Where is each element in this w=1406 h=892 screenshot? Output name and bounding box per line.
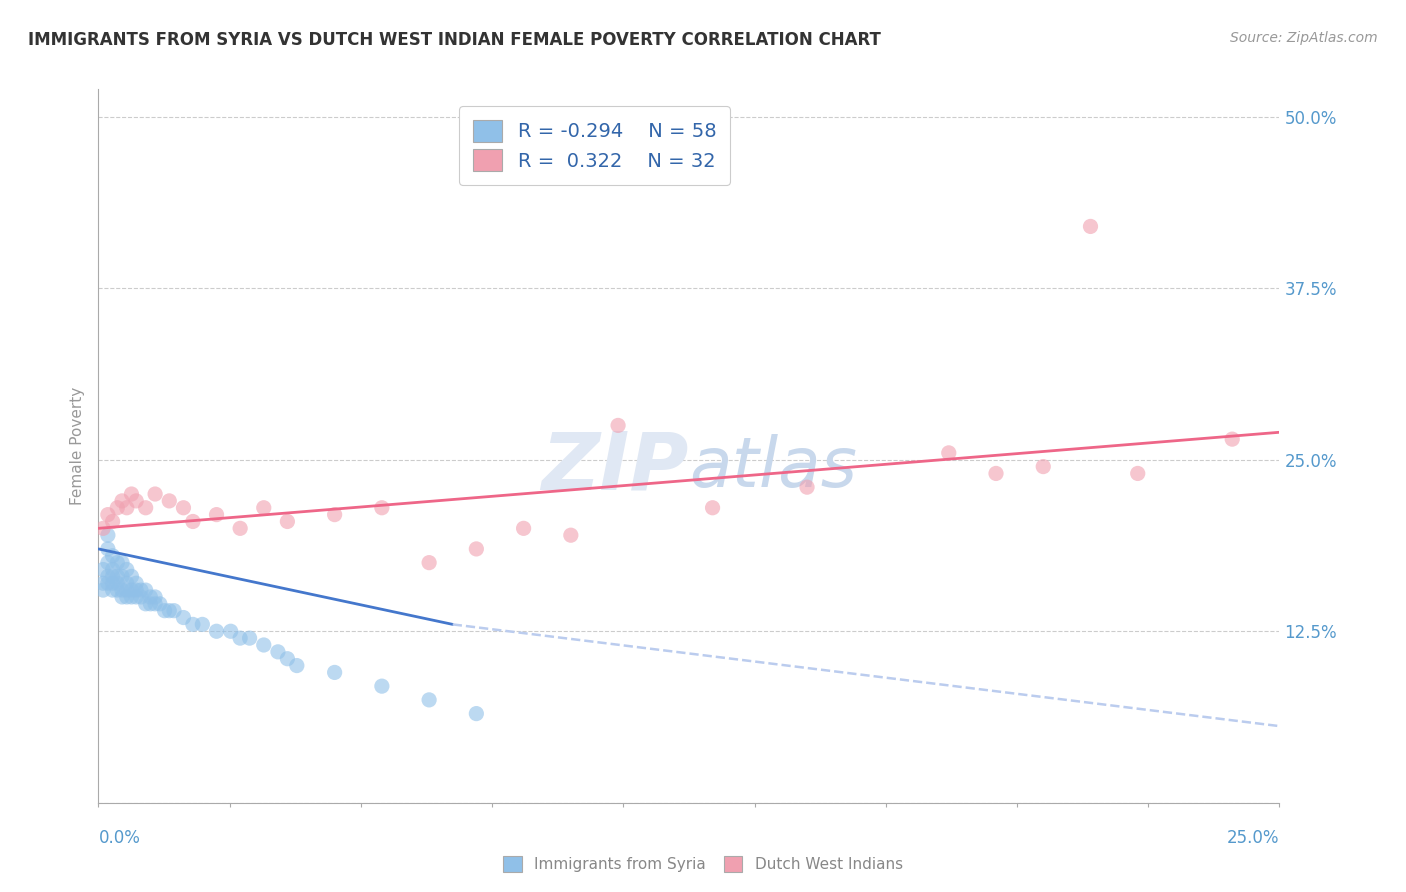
Point (253, 638, 276, 652)
Point (121, 590, 143, 604)
Point (984, 467, 1007, 481)
Point (101, 562, 124, 576)
Point (323, 508, 346, 522)
Point (323, 665, 346, 680)
Point (1080, 219, 1102, 234)
Point (1032, 459, 1054, 474)
Point (938, 446, 960, 460)
Point (135, 500, 157, 515)
Point (205, 508, 228, 522)
Point (143, 487, 166, 501)
Point (172, 610, 194, 624)
Point (115, 576, 138, 591)
Point (129, 583, 152, 598)
Text: 0.0%: 0.0% (98, 829, 141, 847)
Point (267, 645, 290, 659)
Point (97, 508, 120, 522)
Point (121, 487, 143, 501)
Point (121, 583, 143, 598)
Point (149, 597, 172, 611)
Point (129, 590, 152, 604)
Point (172, 500, 194, 515)
Point (101, 515, 124, 529)
Point (371, 500, 394, 515)
Point (115, 500, 138, 515)
Point (135, 597, 157, 611)
Point (143, 597, 166, 611)
Point (181, 515, 204, 529)
Point (121, 569, 143, 583)
Point (115, 562, 138, 576)
Point (143, 590, 166, 604)
Point (163, 604, 186, 618)
Text: atlas: atlas (689, 434, 856, 501)
Legend: Immigrants from Syria, Dutch West Indians: Immigrants from Syria, Dutch West Indian… (496, 848, 910, 880)
Y-axis label: Female Poverty: Female Poverty (69, 387, 84, 505)
Legend: R = -0.294    N = 58, R =  0.322    N = 32: R = -0.294 N = 58, R = 0.322 N = 32 (460, 106, 730, 185)
Point (125, 494, 148, 508)
Point (560, 528, 582, 542)
Point (371, 679, 394, 693)
Point (1126, 467, 1149, 481)
Point (97, 556, 120, 570)
Point (101, 583, 124, 598)
Point (105, 500, 128, 515)
Point (796, 480, 818, 494)
Point (229, 521, 252, 535)
Point (91, 576, 114, 591)
Point (285, 658, 308, 673)
Point (101, 549, 124, 563)
Point (125, 583, 148, 598)
Point (253, 500, 276, 515)
Point (219, 624, 242, 639)
Point (125, 576, 148, 591)
Point (105, 583, 128, 598)
Text: 25.0%: 25.0% (1227, 829, 1279, 847)
Point (153, 604, 176, 618)
Point (418, 556, 440, 570)
Point (115, 590, 138, 604)
Point (111, 569, 134, 583)
Text: Source: ZipAtlas.com: Source: ZipAtlas.com (1230, 31, 1378, 45)
Point (702, 500, 724, 515)
Point (607, 418, 630, 433)
Point (111, 583, 134, 598)
Point (157, 604, 180, 618)
Point (97, 576, 120, 591)
Point (239, 631, 262, 645)
Point (105, 569, 128, 583)
Text: ZIP: ZIP (541, 428, 689, 507)
Point (97, 569, 120, 583)
Point (418, 693, 440, 707)
Point (465, 706, 488, 721)
Point (91, 583, 114, 598)
Point (105, 576, 128, 591)
Point (229, 631, 252, 645)
Point (276, 515, 298, 529)
Point (101, 569, 124, 583)
Point (135, 583, 157, 598)
Point (205, 624, 228, 639)
Point (91, 521, 114, 535)
Point (465, 541, 488, 556)
Point (276, 651, 298, 665)
Point (91, 562, 114, 576)
Point (115, 583, 138, 598)
Point (125, 590, 148, 604)
Point (111, 556, 134, 570)
Point (1220, 432, 1243, 446)
Point (111, 590, 134, 604)
Point (139, 590, 162, 604)
Text: IMMIGRANTS FROM SYRIA VS DUTCH WEST INDIAN FEMALE POVERTY CORRELATION CHART: IMMIGRANTS FROM SYRIA VS DUTCH WEST INDI… (28, 31, 882, 49)
Point (512, 521, 534, 535)
Point (139, 597, 162, 611)
Point (111, 494, 134, 508)
Point (181, 617, 204, 632)
Point (97, 528, 120, 542)
Point (101, 576, 124, 591)
Point (157, 494, 180, 508)
Point (191, 617, 214, 632)
Point (105, 556, 128, 570)
Point (97, 541, 120, 556)
